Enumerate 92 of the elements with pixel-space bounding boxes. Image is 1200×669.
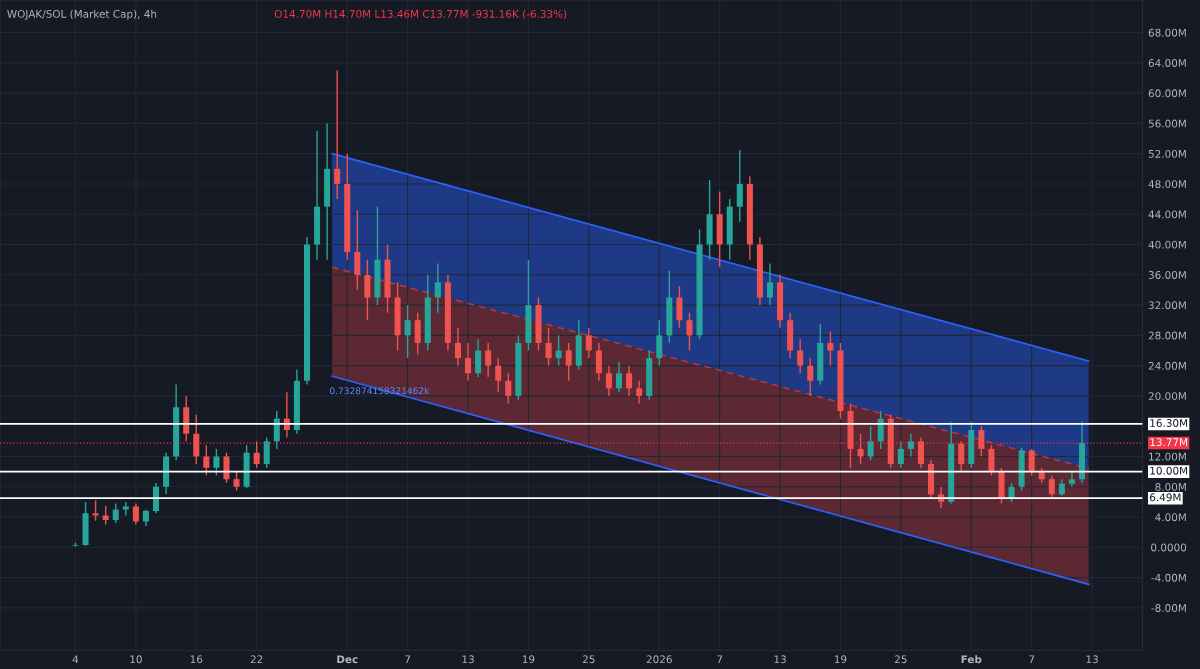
y-tick-label: 44.00M	[1148, 210, 1186, 219]
candlestick	[988, 444, 995, 477]
candlestick	[112, 502, 119, 524]
candlestick	[636, 380, 643, 405]
candlestick	[495, 357, 502, 393]
y-tick-label: 40.00M	[1148, 240, 1186, 249]
x-tick-label: 10	[130, 655, 142, 664]
candlestick	[907, 433, 914, 458]
y-tick-label: 60.00M	[1148, 89, 1186, 98]
x-tick-label: 13	[1086, 655, 1098, 664]
y-tick-label: 20.00M	[1148, 392, 1186, 401]
candlestick	[253, 440, 260, 469]
candlestick	[404, 304, 411, 359]
candlestick	[122, 501, 129, 517]
y-tick-label: 52.00M	[1148, 149, 1186, 158]
candlestick	[364, 258, 371, 321]
candlestick	[565, 342, 572, 382]
candlestick	[334, 69, 341, 200]
candlestick	[867, 425, 874, 461]
x-tick-label: 19	[522, 655, 535, 664]
x-tick-label: 25	[894, 655, 907, 664]
candlestick	[807, 357, 814, 397]
candlestick	[505, 372, 512, 405]
ref-line-label: 16.30M	[1150, 419, 1188, 427]
y-tick-label: 36.00M	[1148, 271, 1186, 279]
y-tick-label: 28.00M	[1148, 331, 1186, 340]
candlestick	[454, 327, 461, 367]
candlestick	[656, 319, 663, 367]
candlestick	[958, 440, 965, 473]
x-tick-label: 16	[190, 655, 203, 664]
candlestick	[223, 451, 230, 484]
candlestick	[736, 149, 743, 223]
text: WOJAK/SOL (Market Cap), 4h	[7, 9, 157, 20]
x-tick-label: 7	[405, 655, 411, 664]
candlestick	[92, 499, 99, 522]
y-tick-label: 48.00M	[1148, 180, 1186, 189]
candlestick	[545, 327, 552, 367]
x-tick-label: 25	[582, 655, 595, 664]
ref-line-label: 10.00M	[1150, 466, 1188, 475]
x-tick-label: 13	[774, 655, 786, 664]
candlestick	[605, 364, 612, 397]
candlestick	[485, 342, 492, 378]
candlestick	[434, 262, 441, 314]
ref-line-label: 13.77M	[1150, 438, 1188, 447]
x-tick-label: 7	[1029, 655, 1035, 664]
candlestick	[827, 330, 834, 367]
y-tick-label: 0.0000	[1151, 543, 1187, 552]
candlestick	[917, 436, 924, 469]
x-tick-label: 13	[462, 655, 474, 664]
x-tick-label: Feb	[961, 655, 982, 664]
candlestick	[203, 444, 210, 477]
y-tick-label: 4.00M	[1155, 513, 1186, 522]
candlestick	[797, 338, 804, 374]
candlestick	[585, 327, 592, 359]
y-tick-label: -8.00M	[1151, 604, 1186, 612]
candlestick	[263, 436, 270, 469]
x-tick-label: 22	[250, 655, 263, 664]
candlestick	[978, 425, 985, 458]
y-tick-label: 12.00M	[1149, 452, 1186, 461]
x-tick-label: Dec	[337, 655, 358, 664]
candlestick	[676, 285, 683, 329]
candlestick	[414, 311, 421, 355]
candlestick	[354, 209, 361, 291]
y-tick-label: 32.00M	[1148, 301, 1186, 310]
y-tick-label: -4.00M	[1151, 573, 1186, 582]
candlestick	[1028, 448, 1035, 477]
candlestick	[233, 470, 240, 492]
x-tick-label: 7	[717, 655, 723, 664]
candlestick	[595, 342, 602, 382]
y-tick-label: 24.00M	[1148, 361, 1186, 370]
candlestick	[897, 440, 904, 469]
candlestick	[1048, 474, 1055, 499]
candlestick	[213, 448, 220, 477]
candlestick	[555, 334, 562, 367]
x-tick-label: 2026	[646, 655, 672, 664]
candlestick	[465, 342, 472, 382]
candlestick	[766, 262, 774, 306]
candlestick	[686, 311, 693, 352]
x-tick-label: 4	[72, 655, 79, 664]
candlestick	[615, 361, 623, 393]
text: O14.70M H14.70M L13.46M C13.77M -931.16K (-6.33%)	[274, 9, 567, 20]
y-tick-label: 64.00M	[1148, 59, 1186, 67]
x-tick-label: 19	[834, 655, 847, 664]
candlestick	[132, 502, 139, 526]
y-tick-label: 8.00M	[1155, 482, 1186, 491]
candlestick	[857, 433, 864, 465]
candlestick	[626, 364, 633, 397]
y-tick-label: 68.00M	[1148, 28, 1186, 37]
candlestick	[193, 414, 200, 465]
ref-line-label: 6.49M	[1149, 493, 1181, 502]
candlestick	[475, 338, 482, 378]
y-tick-label: 56.00M	[1148, 119, 1186, 128]
